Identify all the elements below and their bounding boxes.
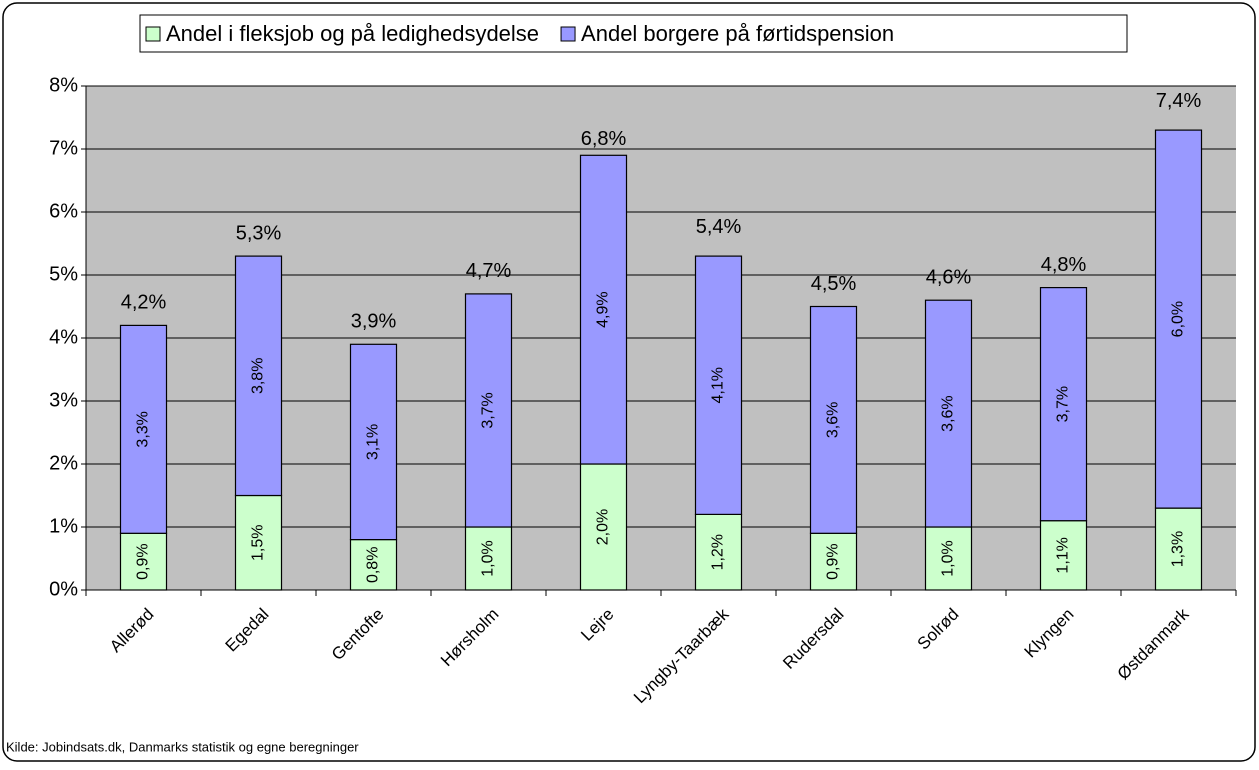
legend bbox=[139, 14, 1128, 53]
bar-segment bbox=[579, 154, 628, 465]
segment-label: 3,1% bbox=[365, 424, 382, 460]
total-label: 4,6% bbox=[926, 266, 972, 288]
segment-label: 3,3% bbox=[135, 411, 152, 447]
bar-segment bbox=[234, 255, 283, 497]
y-tick-label: 4% bbox=[49, 326, 78, 348]
bar-segment bbox=[464, 526, 513, 591]
bar-segment bbox=[349, 538, 398, 591]
total-label: 4,7% bbox=[466, 260, 512, 282]
segment-label: 3,7% bbox=[480, 392, 497, 428]
segment-label: 2,0% bbox=[595, 509, 612, 545]
segment-label: 1,0% bbox=[940, 540, 957, 576]
segment-label: 0,9% bbox=[135, 543, 152, 579]
bar-segment bbox=[349, 343, 398, 541]
bar-segment bbox=[924, 299, 973, 528]
y-tick-label: 5% bbox=[49, 263, 78, 285]
segment-label: 3,8% bbox=[250, 358, 267, 394]
total-label: 5,3% bbox=[236, 222, 282, 244]
bar-segment bbox=[694, 255, 743, 515]
bar-segment bbox=[464, 293, 513, 528]
total-label: 5,4% bbox=[696, 216, 742, 238]
total-label: 3,9% bbox=[351, 311, 397, 333]
bar-segment bbox=[234, 494, 283, 591]
y-tick-label: 1% bbox=[49, 515, 78, 537]
bar-segment bbox=[1039, 287, 1088, 522]
segment-label: 3,7% bbox=[1055, 386, 1072, 422]
segment-label: 1,5% bbox=[250, 525, 267, 561]
legend-swatch bbox=[145, 26, 161, 42]
legend-swatch bbox=[560, 26, 576, 42]
segment-label: 1,2% bbox=[710, 534, 727, 570]
bar-segment bbox=[1154, 507, 1203, 591]
total-label: 7,4% bbox=[1156, 90, 1202, 112]
source: Kilde: Jobindsats.dk, Danmarks statistik… bbox=[6, 739, 359, 754]
y-tick-label: 8% bbox=[49, 74, 78, 96]
segment-label: 4,1% bbox=[710, 367, 727, 403]
bar-segment bbox=[924, 526, 973, 591]
y-tick-label: 2% bbox=[49, 452, 78, 474]
segment-label: 1,3% bbox=[1170, 531, 1187, 567]
y-tick-label: 0% bbox=[49, 578, 78, 600]
legend-label: Andel borgere på førtidspension bbox=[581, 21, 894, 46]
segment-label: 0,9% bbox=[825, 543, 842, 579]
segment-label: 0,8% bbox=[365, 547, 382, 583]
y-tick-label: 3% bbox=[49, 389, 78, 411]
y-tick-label: 6% bbox=[49, 200, 78, 222]
total-label: 6,8% bbox=[581, 128, 627, 150]
y-tick-label: 7% bbox=[49, 137, 78, 159]
bar-segment bbox=[1154, 129, 1203, 509]
segment-label: 3,6% bbox=[940, 395, 957, 431]
total-label: 4,5% bbox=[811, 273, 857, 295]
bar-segment bbox=[694, 513, 743, 591]
segment-label: 1,1% bbox=[1055, 537, 1072, 573]
segment-label: 1,0% bbox=[480, 540, 497, 576]
bar-segment bbox=[119, 324, 168, 534]
segment-label: 6,0% bbox=[1170, 301, 1187, 337]
segment-label: 3,6% bbox=[825, 402, 842, 438]
segment-label: 4,9% bbox=[595, 291, 612, 327]
total-label: 4,2% bbox=[121, 292, 167, 314]
bar-segment bbox=[809, 532, 858, 591]
bar-segment bbox=[809, 305, 858, 534]
legend-label: Andel i fleksjob og på ledighedsydelse bbox=[166, 21, 539, 46]
total-label: 4,8% bbox=[1041, 254, 1087, 276]
